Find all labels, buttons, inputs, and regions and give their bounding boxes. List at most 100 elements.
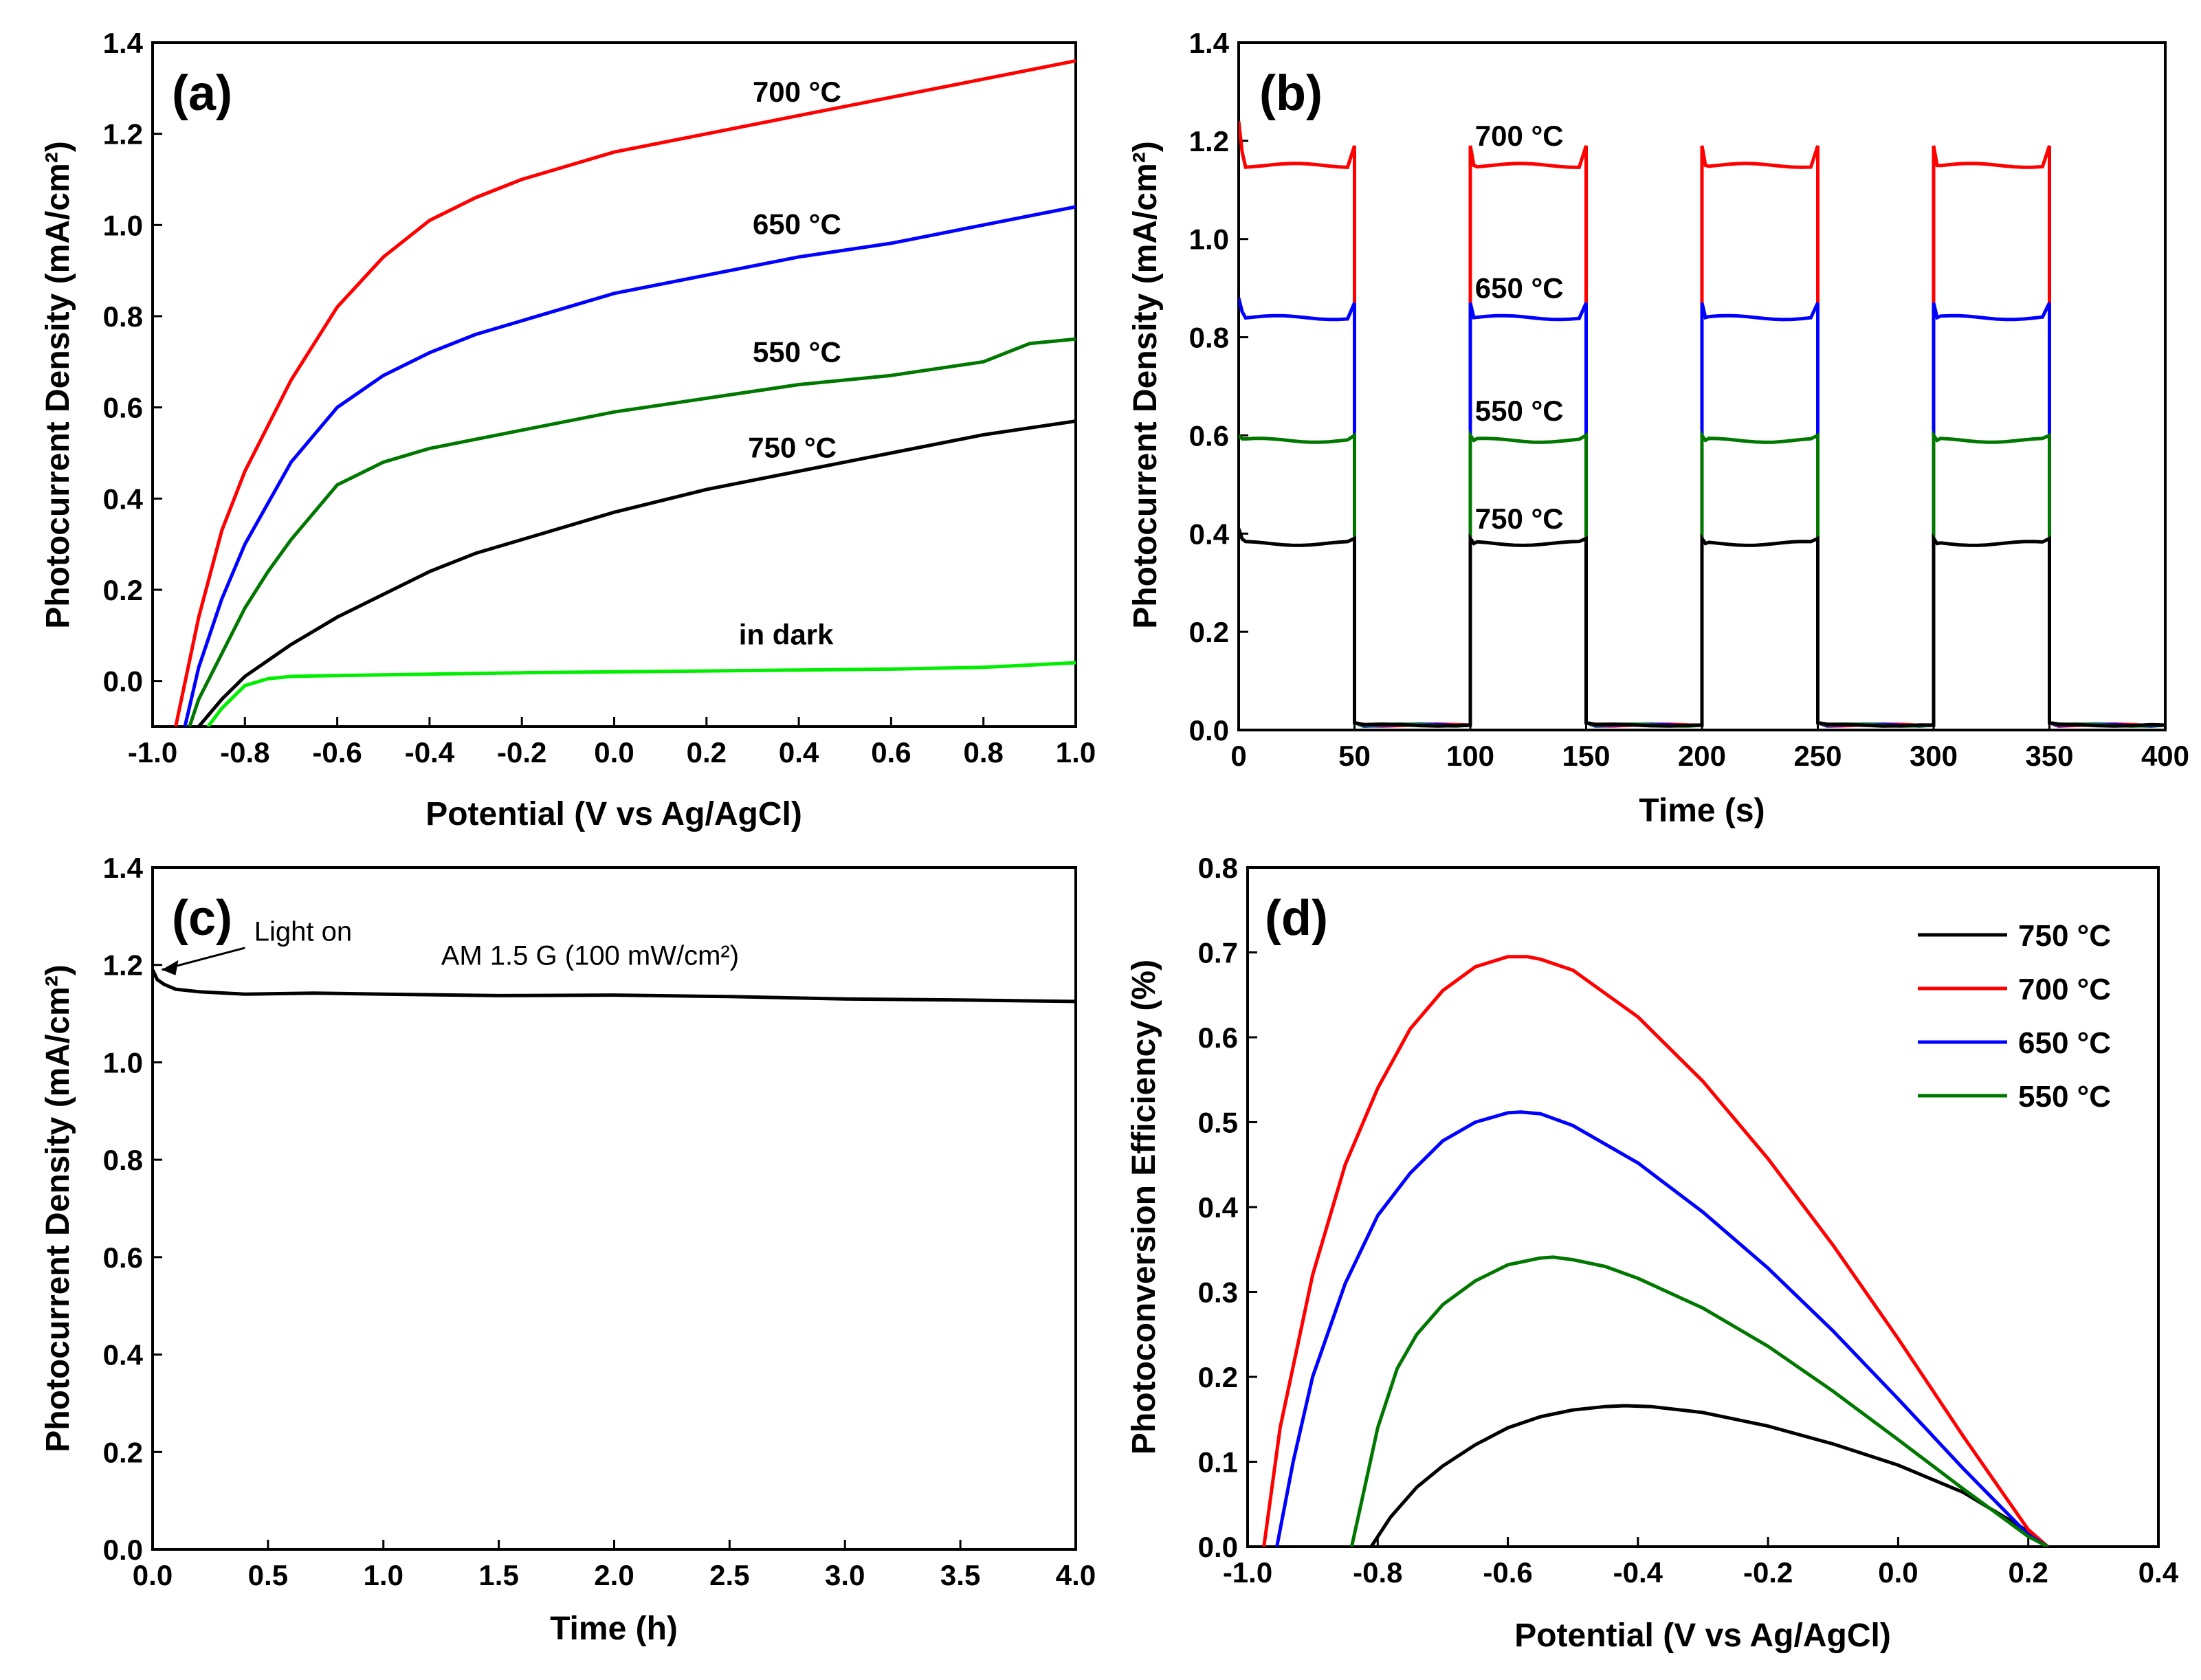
x-tick-label: 100 (1446, 740, 1494, 772)
series-line-650c (183, 205, 1076, 727)
y-tick-label: 0.8 (103, 1144, 143, 1176)
y-tick-label: 0.0 (1189, 714, 1229, 747)
x-tick-label: 0 (1230, 740, 1246, 772)
panel-label-b: (b) (1259, 66, 1323, 121)
x-tick-label: 250 (1793, 740, 1841, 772)
y-tick-label: 0.2 (1189, 616, 1229, 648)
y-tick-label: 0.0 (1198, 1531, 1238, 1563)
series-line-700c (1262, 955, 2049, 1547)
x-tick-label: 2.5 (709, 1559, 749, 1591)
panel-d: -1.0 -0.8 -0.6 -0.4 -0.2 0.0 0.2 0.4 0.0 0.1 0.2 0.… (1126, 852, 2179, 1654)
series-line-700c (174, 59, 1076, 727)
x-tick-label: 4.0 (1056, 1559, 1096, 1591)
x-tick-label: 3.0 (825, 1559, 865, 1591)
y-axis-label-a: Photocurrent Density (mA/cm²) (40, 141, 76, 628)
x-tick-label: -0.8 (220, 736, 269, 769)
y-tick-label: 0.2 (103, 574, 143, 606)
y-tick-label: 0.1 (1198, 1446, 1238, 1479)
x-axis-label-d: Potential (V vs Ag/AgCl) (1514, 1617, 1891, 1654)
x-axis-label-a: Potential (V vs Ag/AgCl) (425, 796, 802, 832)
x-tick-label: 400 (2141, 740, 2189, 772)
x-tick-label: 0.8 (964, 736, 1004, 769)
light-on-arrowhead (162, 960, 179, 975)
annotation-a: 700 °C (753, 76, 841, 108)
y-axis-label-c: Photocurrent Density (mA/cm²) (40, 964, 76, 1452)
series-line-750c (1369, 1404, 2049, 1547)
x-tick-label: 1.0 (1056, 736, 1096, 769)
panel-label-d: (d) (1265, 891, 1328, 946)
x-tick-label: 0.6 (871, 736, 911, 769)
panel-label-a: (a) (172, 66, 232, 121)
x-tick-label: -1.0 (1223, 1556, 1272, 1589)
y-tick-label: 0.7 (1198, 937, 1238, 969)
series-line-am15g (153, 969, 1076, 1004)
series-line-750C (1239, 528, 2165, 728)
y-tick-label: 1.0 (1189, 223, 1229, 256)
x-tick-label: 350 (2025, 740, 2073, 772)
y-tick-label: 0.0 (103, 1534, 143, 1566)
panel-label-c: (c) (172, 891, 232, 946)
x-tick-label: -0.4 (1613, 1556, 1663, 1589)
x-tick-label: 1.5 (478, 1559, 518, 1591)
panel-a: -1.0 -0.8 -0.6 -0.4 -0.2 0.0 0.2 0.4 0.6 0.8 1.0 0.… (40, 27, 1096, 832)
x-tick-label: 3.5 (940, 1559, 980, 1591)
y-tick-label: 1.4 (1189, 27, 1230, 59)
annotation-a: in dark (739, 619, 834, 651)
y-tick-label: 1.0 (103, 209, 143, 241)
series-line-550c (188, 337, 1076, 727)
y-tick-label: 0.8 (1198, 852, 1238, 884)
annotation-a: 750 °C (748, 432, 837, 464)
y-tick-label: 0.2 (1198, 1361, 1238, 1393)
y-tick-label: 0.6 (103, 392, 143, 424)
annotation-b: 650 °C (1475, 272, 1564, 304)
annotation-a: 550 °C (753, 335, 841, 368)
annotation-b: 750 °C (1475, 502, 1564, 535)
x-tick-label: -0.4 (405, 736, 455, 769)
x-axis-label-b: Time (s) (1639, 793, 1765, 829)
x-tick-label: 0.4 (2138, 1556, 2179, 1589)
y-tick-label: 1.2 (103, 949, 143, 982)
x-tick-label: 0.5 (248, 1559, 288, 1591)
y-tick-label: 0.8 (1189, 322, 1229, 354)
y-tick-label: 0.5 (1198, 1107, 1238, 1139)
y-tick-label: 1.2 (103, 118, 143, 151)
y-tick-label: 0.6 (103, 1241, 143, 1274)
x-tick-label: -0.2 (1743, 1556, 1793, 1589)
y-tick-label: 0.6 (1198, 1021, 1238, 1054)
x-axis-label-c: Time (h) (550, 1611, 678, 1647)
annotation-c: Light on (254, 916, 352, 947)
y-tick-label: 0.8 (103, 300, 143, 333)
annotation-c: AM 1.5 G (100 mW/cm²) (441, 941, 739, 971)
y-tick-label: 0.4 (103, 1339, 144, 1371)
annotation-b: 550 °C (1475, 395, 1564, 427)
x-tick-label: 0.4 (779, 736, 819, 769)
series-line-750c (197, 419, 1076, 727)
x-tick-label: 300 (1910, 740, 1958, 772)
panel-b: 0 50 100 150 200 250 300 350 400 0.0 0.2 0.4 0.6 0.8 1… (1127, 27, 2189, 829)
x-tick-label: 0.2 (687, 736, 727, 769)
y-tick-label: 0.4 (103, 483, 144, 515)
panel-c: 0.0 0.5 1.0 1.5 2.0 2.5 3.0 3.5 4.0 0.0 0.2 0.4 0.6 0… (40, 852, 1096, 1647)
y-tick-label: 1.0 (103, 1046, 143, 1079)
y-tick-label: 1.4 (103, 27, 144, 59)
legend-label: 750 °C (2018, 919, 2111, 953)
annotation-a: 650 °C (753, 208, 841, 241)
x-tick-label: -0.6 (312, 736, 362, 769)
y-tick-label: 0.0 (103, 665, 143, 698)
legend-label: 700 °C (2018, 973, 2111, 1006)
y-tick-label: 0.4 (1198, 1191, 1239, 1224)
y-axis-label-d: Photoconversion Efficiency (%) (1126, 960, 1162, 1455)
x-tick-label: 0.0 (594, 736, 634, 769)
x-tick-label: -0.6 (1483, 1556, 1532, 1589)
y-tick-label: 0.2 (103, 1436, 143, 1468)
x-tick-label: 150 (1562, 740, 1610, 772)
annotation-b: 700 °C (1475, 120, 1564, 152)
x-tick-label: 1.0 (364, 1559, 403, 1591)
y-axis-label-b: Photocurrent Density (mA/cm²) (1127, 141, 1164, 628)
x-tick-label: 50 (1338, 740, 1371, 772)
y-tick-label: 0.3 (1198, 1276, 1238, 1309)
x-tick-label: 0.2 (2009, 1556, 2048, 1589)
y-tick-label: 0.4 (1189, 518, 1230, 550)
x-tick-label: -1.0 (128, 736, 177, 769)
